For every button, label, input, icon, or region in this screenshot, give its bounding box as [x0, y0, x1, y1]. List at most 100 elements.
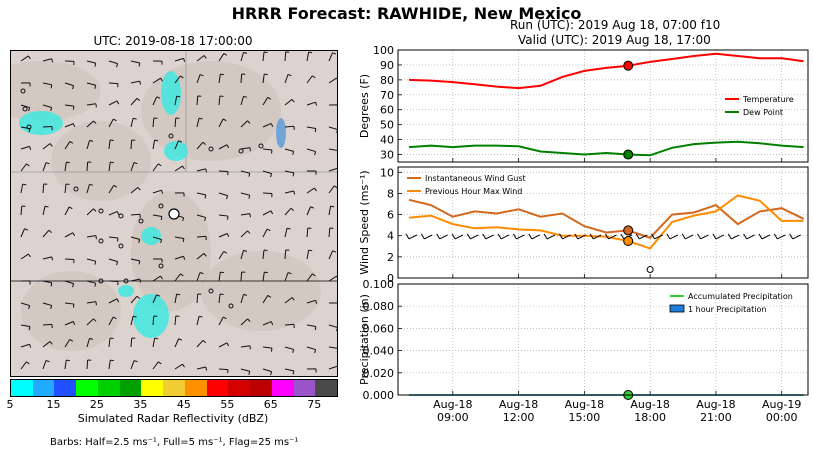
wind-barb [108, 118, 114, 128]
y-tick-label: 30 [380, 149, 394, 162]
wind-barb-flag [292, 151, 295, 156]
wind-barb [174, 236, 184, 240]
map-title: UTC: 2019-08-18 17:00:00 [93, 34, 253, 48]
wind-barb [174, 315, 177, 326]
wind-barb [64, 232, 74, 238]
wind-barb-flag [292, 172, 295, 177]
wind-barb-flag [113, 118, 117, 122]
plot-area [398, 284, 808, 395]
wind-barb [108, 60, 118, 65]
wind-barb-flag [247, 120, 251, 124]
x-tick-label: Aug-18 [696, 398, 735, 411]
wind-barb-flag [249, 345, 251, 350]
wind-barb [262, 321, 272, 326]
colorbar-tick-label: 75 [307, 398, 322, 411]
wind-barb-flag [139, 80, 142, 85]
wind-barb [328, 52, 333, 62]
wind-barb [328, 167, 337, 172]
wind-barb-flag [136, 97, 141, 102]
wind-barb-flag [72, 232, 76, 237]
wind-barb [328, 206, 332, 216]
wind-barb [577, 234, 587, 240]
wind-barb-flag [248, 173, 251, 177]
colorbar-swatch [206, 380, 229, 396]
wind-barb-flag [334, 185, 337, 189]
wind-barb [108, 298, 118, 304]
wind-barb [174, 165, 183, 172]
colorbar-tick-label: 5 [6, 398, 14, 411]
wind-barb-flag [223, 53, 228, 56]
wind-barb-flag [72, 123, 76, 128]
radar-echo [133, 294, 169, 338]
wind-barb-flag [222, 316, 227, 320]
x-tick-label: Aug-18 [433, 398, 472, 411]
colorbar-swatch [315, 380, 338, 396]
wind-barb [64, 141, 71, 150]
calm-marker [258, 143, 264, 149]
wind-barb-flag [226, 342, 230, 347]
wind-barb [196, 235, 207, 238]
wind-barb [262, 228, 268, 238]
wind-barb [108, 210, 118, 216]
current-time-marker [623, 60, 634, 71]
wind-barb-flag [110, 359, 114, 362]
wind-barb [240, 147, 250, 150]
wind-barb [262, 346, 272, 349]
wind-barb-flag [249, 213, 251, 218]
y-tick-label: 0.000 [363, 389, 395, 402]
wind-barb [196, 293, 199, 304]
wind-barb [64, 280, 74, 285]
wind-barb [262, 210, 272, 216]
wind-barb [262, 249, 265, 260]
wind-barb [531, 234, 540, 240]
x-tick-label: 09:00 [437, 411, 469, 424]
radar-echo [164, 141, 188, 161]
wind-barb [130, 186, 139, 194]
wind-barb [64, 302, 74, 305]
wind-barb [42, 360, 47, 370]
wind-barb [64, 258, 75, 261]
wind-barb [196, 141, 204, 150]
x-tick-label: 21:00 [700, 411, 732, 424]
wind-barb [328, 185, 335, 194]
wind-barb [516, 234, 525, 240]
wind-barb [328, 148, 337, 151]
wind-barb [86, 235, 96, 238]
wind-barb [20, 145, 30, 150]
y-tick-label: 40 [380, 134, 394, 147]
wind-barb [64, 123, 74, 128]
terrain-shading [11, 61, 101, 121]
calm-marker [26, 124, 32, 130]
wind-barb [20, 205, 23, 216]
wind-barb [86, 82, 96, 86]
wind-barb [174, 255, 184, 260]
y-tick-label: 6 [387, 209, 394, 222]
wind-barb [42, 302, 52, 306]
calm-marker [138, 218, 144, 224]
wind-barb [152, 294, 158, 304]
calm-marker [168, 133, 174, 139]
wind-barb [86, 120, 94, 128]
wind-barb [608, 234, 617, 240]
wind-barb-flag [202, 339, 207, 344]
calm-marker [73, 186, 79, 192]
wind-barb [218, 233, 228, 238]
wind-barb-flag [264, 271, 268, 274]
wind-barb-flag [226, 195, 229, 200]
colorbar-swatch [11, 380, 33, 396]
wind-barb [108, 236, 118, 239]
wind-barb-flag [202, 141, 206, 145]
wind-barb [20, 184, 24, 194]
calm-marker [158, 203, 164, 209]
wind-barb-flag [49, 143, 53, 147]
wind-barb [152, 96, 158, 106]
wind-barb-flag [112, 316, 117, 320]
colorbar-swatch [293, 380, 316, 396]
wind-barb [20, 361, 27, 370]
wind-barb-flag [205, 366, 208, 371]
wind-barb [196, 316, 200, 326]
wind-barb-flag [314, 349, 317, 354]
y-tick-label: 2 [387, 251, 394, 264]
wind-barb [562, 234, 571, 240]
